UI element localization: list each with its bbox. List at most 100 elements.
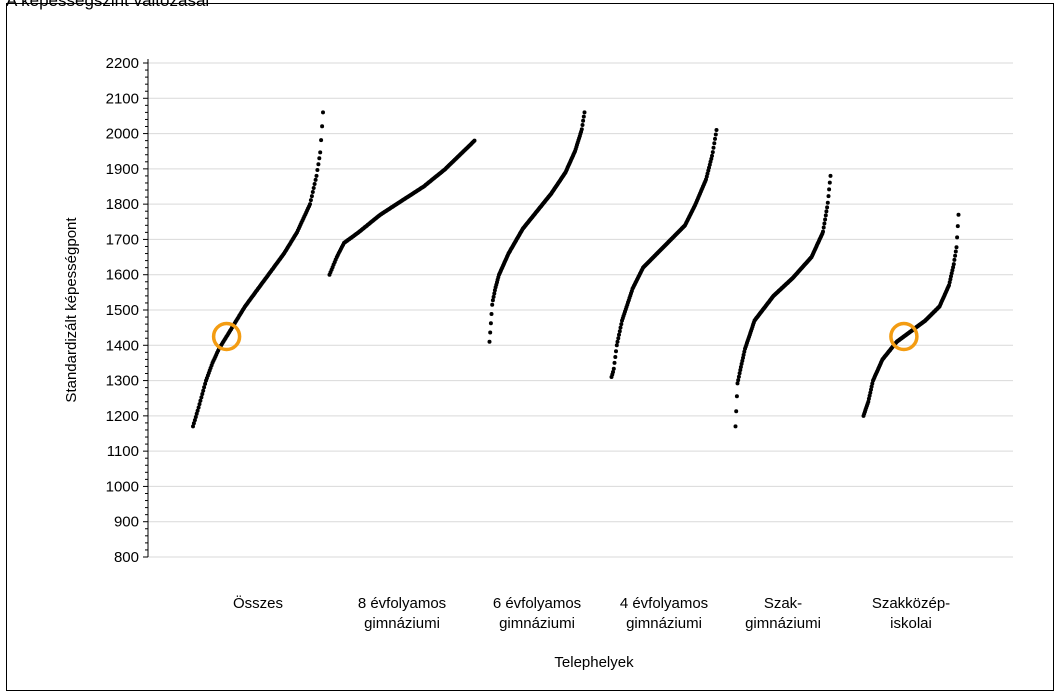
data-point (825, 200, 830, 205)
data-point (313, 177, 318, 182)
chart-frame: 800 900 1000 1100 1200 1300 1400 1500 1600 1700 18… (6, 3, 1054, 691)
data-point (947, 283, 951, 288)
data-point (822, 221, 827, 226)
x-category-label: Összes (233, 594, 283, 612)
data-point (581, 114, 586, 119)
y-tick-label: 2200 (106, 55, 139, 72)
data-point (316, 162, 321, 167)
data-point (869, 387, 873, 392)
data-point (200, 392, 205, 396)
x-category-label: gimnáziumi (364, 615, 440, 632)
y-axis: 800 900 1000 1100 1200 1300 1400 1500 1600 1700 18… (106, 55, 149, 566)
data-point (950, 268, 955, 273)
page-caption: A képességszint változásai (6, 0, 210, 10)
data-point (321, 110, 325, 115)
data-point (825, 205, 830, 210)
data-point (318, 150, 323, 155)
data-point (709, 156, 714, 161)
data-point (739, 361, 744, 366)
data-point (952, 257, 957, 262)
data-point (953, 249, 958, 254)
x-category-label: Szak- (764, 595, 802, 612)
data-point (949, 274, 953, 279)
data-point (315, 168, 320, 172)
data-point (866, 399, 871, 404)
data-point (868, 390, 873, 395)
data-point (821, 229, 825, 234)
data-point (196, 405, 201, 410)
data-point (317, 156, 322, 161)
data-point (617, 332, 621, 337)
data-point (826, 194, 831, 199)
data-point (192, 418, 197, 423)
data-point (312, 182, 317, 186)
data-point (869, 384, 874, 389)
x-axis-labels: Összes 8 évfolyamos gimnáziumi 6 évfolyamos… (233, 594, 950, 632)
data-point (488, 321, 493, 326)
y-tick-label: 1000 (106, 478, 139, 495)
data-point (309, 194, 314, 199)
data-point (956, 212, 961, 217)
data-point (738, 368, 743, 372)
data-point (741, 352, 746, 357)
y-tick-label: 1900 (106, 161, 139, 178)
data-point (579, 127, 584, 132)
highlight-circle (889, 321, 919, 352)
data-point (867, 393, 872, 398)
data-point (310, 190, 315, 194)
x-category-label: gimnáziumi (499, 615, 575, 632)
data-point (827, 180, 832, 185)
data-point (707, 165, 711, 170)
data-point (490, 302, 495, 307)
y-tick-label: 900 (114, 514, 139, 531)
data-point (611, 370, 615, 374)
data-point (320, 124, 325, 129)
data-point (491, 294, 496, 299)
data-point (712, 141, 717, 146)
data-point (955, 235, 960, 240)
x-category-label: gimnáziumi (626, 615, 702, 632)
y-tick-label: 1800 (106, 196, 139, 213)
y-tick-label: 1500 (106, 302, 139, 319)
data-point (614, 349, 618, 354)
y-tick-label: 2000 (106, 126, 139, 143)
data-point (612, 360, 617, 365)
data-point (738, 365, 743, 369)
data-point (870, 381, 875, 386)
data-point (713, 136, 717, 141)
data-point (705, 171, 710, 176)
y-tick-label: 2100 (106, 90, 139, 107)
data-point (308, 198, 313, 203)
scatter-chart: 800 900 1000 1100 1200 1300 1400 1500 1600 1700 18… (63, 55, 1013, 671)
data-point (319, 138, 324, 143)
data-point (711, 145, 716, 150)
highlight-circle (211, 321, 242, 352)
data-point (951, 262, 956, 267)
y-tick-label: 1600 (106, 267, 139, 284)
data-point (824, 209, 829, 214)
data-point (954, 245, 959, 250)
data-point (489, 312, 494, 316)
x-category-label: 4 évfolyamos (620, 595, 708, 612)
data-point (311, 186, 316, 190)
data-point (614, 343, 619, 348)
x-category-label: Szakközép- (872, 595, 950, 612)
data-point (490, 298, 495, 303)
y-tick-label: 1100 (107, 443, 139, 460)
data-point (710, 153, 714, 158)
data-point (492, 291, 497, 296)
data-point (472, 138, 477, 143)
data-point (197, 402, 202, 407)
x-category-label: iskolai (890, 615, 932, 632)
data-point (193, 415, 198, 419)
x-category-label: gimnáziumi (745, 615, 821, 632)
data-point (314, 173, 319, 178)
data-point (866, 396, 871, 401)
data-point (947, 280, 952, 285)
data-point (821, 225, 826, 230)
data-point (191, 421, 196, 426)
x-category-label: 6 évfolyamos (493, 595, 581, 612)
data-point (199, 395, 204, 400)
data-point (194, 411, 199, 416)
data-point (195, 408, 200, 413)
